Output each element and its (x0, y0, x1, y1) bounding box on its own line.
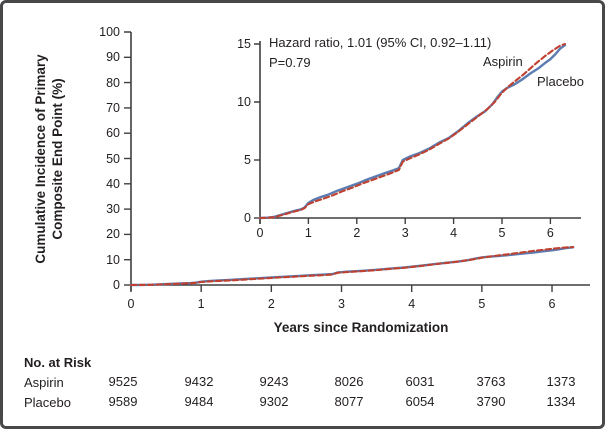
aspirin-curve-label: Aspirin (483, 54, 523, 69)
inset-x-tick-label: 5 (498, 226, 506, 240)
risk-value-aspirin-year6: 1373 (546, 374, 576, 389)
risk-value-placebo-year5: 3790 (476, 394, 506, 409)
inset-x-tick-label: 2 (353, 226, 361, 240)
inset-x-tick-label: 3 (401, 226, 409, 240)
risk-table-title: No. at Risk (24, 355, 92, 370)
y-axis-title-line1: Cumulative Incidence of Primary (33, 54, 48, 264)
risk-value-aspirin-year2: 9243 (259, 374, 289, 389)
p-value-annotation: P=0.79 (269, 55, 311, 70)
main-y-tick-label: 90 (106, 50, 120, 65)
risk-value-aspirin-year0: 9525 (108, 374, 138, 389)
main-y-tick-label: 100 (99, 25, 120, 39)
inset-x-tick-label: 6 (546, 226, 554, 240)
risk-value-aspirin-year1: 9432 (184, 374, 214, 389)
main-x-tick-label: 1 (197, 297, 205, 311)
main-x-tick-label: 4 (408, 297, 416, 311)
placebo-curve-label: Placebo (537, 74, 584, 89)
risk-table-row-label-aspirin: Aspirin (24, 375, 64, 390)
main-y-tick-label: 10 (106, 252, 120, 267)
y-axis-title: Cumulative Incidence of Primary Composit… (32, 54, 66, 263)
risk-value-aspirin-year5: 3763 (476, 374, 506, 389)
risk-value-aspirin-year4: 6031 (405, 374, 435, 389)
inset-y-tick-label: 5 (244, 153, 251, 167)
main-x-tick-label: 6 (548, 297, 556, 311)
inset-y-tick-label: 15 (237, 37, 251, 51)
main-y-tick-label: 80 (106, 75, 120, 90)
risk-value-placebo-year1: 9484 (184, 394, 214, 409)
main-y-tick-label: 0 (113, 278, 120, 292)
main-x-tick-label: 2 (267, 297, 275, 311)
risk-value-placebo-year3: 8077 (334, 394, 364, 409)
main-y-tick-label: 60 (106, 126, 120, 141)
axes-and-curves-canvas (124, 31, 590, 292)
main-y-tick-label: 20 (106, 227, 120, 242)
main-curve-aspirin (129, 246, 575, 287)
inset-x-tick-label: 0 (256, 226, 264, 240)
risk-value-placebo-year2: 9302 (259, 394, 289, 409)
x-axis-title: Years since Randomization (273, 320, 449, 335)
risk-table-row-label-placebo: Placebo (24, 395, 71, 410)
hazard-ratio-annotation: Hazard ratio, 1.01 (95% CI, 0.92–1.11) (269, 35, 492, 50)
main-curve-placebo (129, 246, 575, 287)
main-y-tick-label: 40 (106, 176, 120, 191)
main-y-tick-label: 30 (106, 202, 120, 217)
inset-x-tick-label: 4 (450, 226, 458, 240)
risk-value-aspirin-year3: 8026 (334, 374, 364, 389)
risk-value-placebo-year4: 6054 (405, 394, 435, 409)
inset-curve-placebo (258, 44, 567, 220)
risk-value-placebo-year0: 9589 (108, 394, 138, 409)
main-x-tick-label: 3 (338, 297, 345, 311)
main-y-tick-label: 50 (106, 151, 120, 166)
main-x-tick-label: 0 (127, 297, 135, 311)
main-y-tick-label: 70 (106, 100, 120, 115)
inset-x-tick-label: 1 (304, 226, 312, 240)
inset-y-tick-label: 10 (237, 95, 251, 109)
inset-curve-aspirin (258, 42, 566, 220)
inset-y-tick-label: 0 (244, 211, 251, 225)
main-x-tick-label: 5 (478, 297, 486, 311)
y-axis-title-line2: Composite End Point (%) (50, 78, 65, 240)
risk-value-placebo-year6: 1334 (546, 394, 576, 409)
